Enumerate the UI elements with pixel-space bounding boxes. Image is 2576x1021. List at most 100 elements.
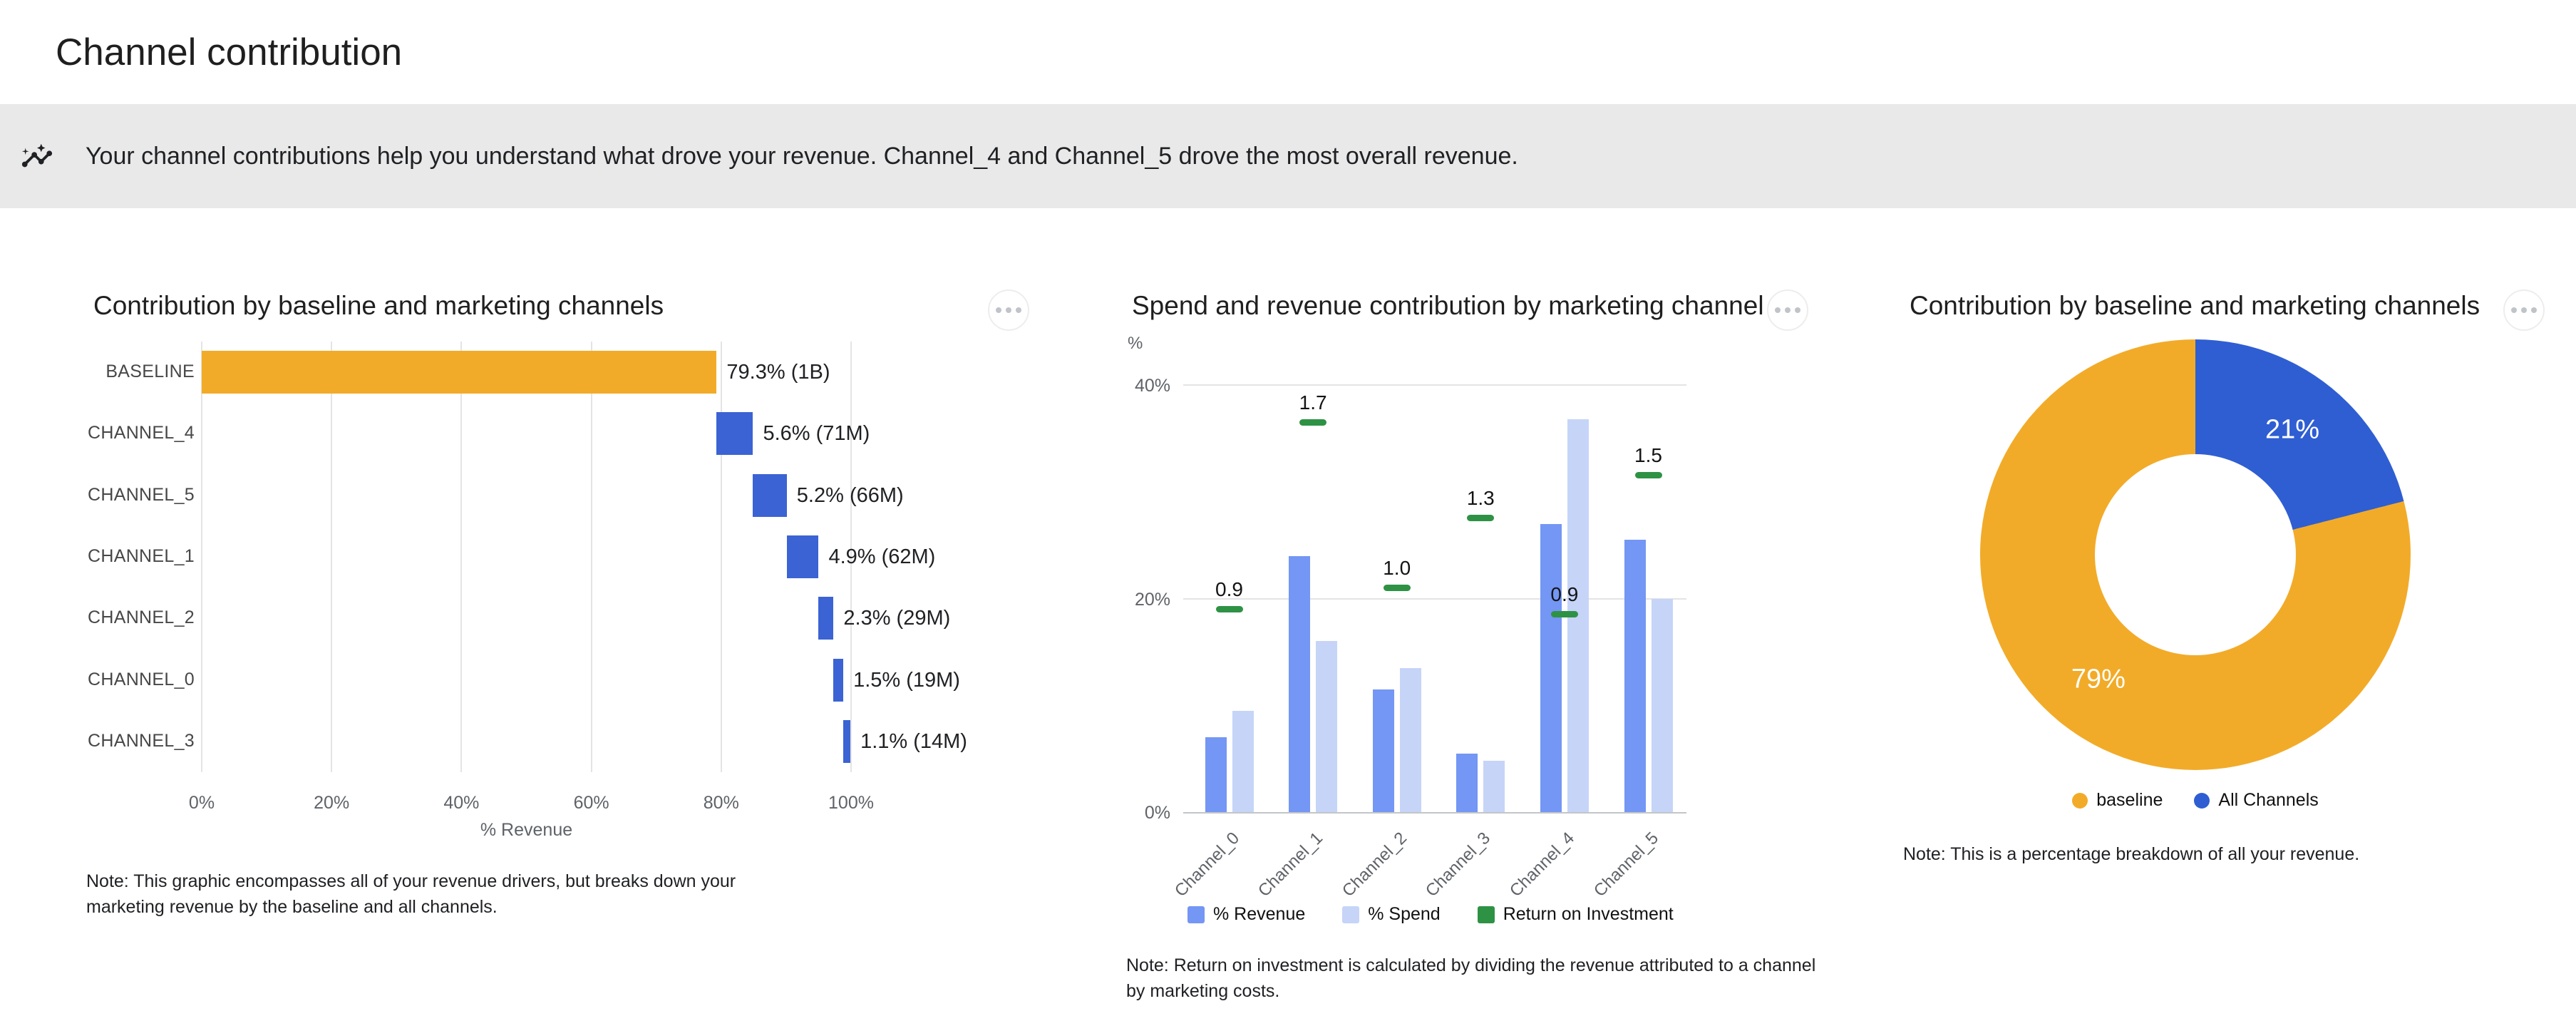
spend-bar[interactable] — [1483, 761, 1505, 812]
y-tick-label: 20% — [1134, 589, 1170, 610]
bar-value-label: 4.9% (62M) — [828, 545, 936, 568]
gridline — [591, 342, 592, 772]
donut-note: Note: This is a percentage breakdown of … — [1903, 844, 2360, 864]
legend-label-all-channels: All Channels — [2218, 790, 2319, 810]
waterfall-bar[interactable] — [202, 351, 717, 394]
insights-icon — [17, 136, 57, 176]
waterfall-bar[interactable] — [786, 535, 819, 578]
legend-item-spend[interactable]: % Spend — [1342, 904, 1441, 925]
insight-banner-text: Your channel contributions help you unde… — [86, 142, 1518, 170]
bar-value-label: 5.2% (66M) — [796, 483, 904, 507]
x-tick-label: 40% — [443, 793, 480, 813]
roi-marker[interactable] — [1634, 472, 1662, 479]
roi-value-label: 1.0 — [1383, 556, 1411, 579]
waterfall-chart-title: Contribution by baseline and marketing c… — [93, 291, 664, 320]
waterfall-overflow-menu-button[interactable] — [988, 289, 1029, 331]
x-tick-label: 20% — [314, 793, 350, 813]
spend-swatch — [1342, 905, 1360, 923]
category-label: CHANNEL_4 — [88, 423, 195, 443]
page-header: Channel contribution — [0, 0, 2576, 104]
waterfall-plot — [201, 342, 852, 772]
y-tick-label: 0% — [1144, 803, 1170, 823]
revenue-swatch — [1187, 905, 1205, 923]
insight-banner: Your channel contributions help you unde… — [0, 104, 2576, 208]
x-tick-label: 60% — [573, 793, 609, 813]
roi-value-label: 0.9 — [1215, 578, 1243, 600]
grouped-plot: 0.9 1.7 1.0 1.3 0.9 1.5 — [1183, 356, 1686, 814]
donut-chart-title: Contribution by baseline and marketing c… — [1910, 291, 2480, 320]
bar-value-label: 1.1% (14M) — [860, 729, 967, 753]
category-label: BASELINE — [105, 361, 195, 382]
legend-item-all-channels[interactable]: All Channels — [2194, 790, 2319, 811]
gridline — [721, 342, 722, 772]
gridline — [331, 342, 332, 772]
bar-value-label: 5.6% (71M) — [763, 422, 870, 446]
roi-value-label: 1.3 — [1466, 487, 1495, 510]
gridline — [201, 342, 202, 772]
waterfall-bar[interactable] — [716, 412, 753, 456]
grouped-chart-title: Spend and revenue contribution by market… — [1132, 291, 1764, 320]
roi-swatch — [1477, 905, 1495, 923]
roi-marker[interactable] — [1550, 611, 1578, 618]
grouped-note: Note: Return on investment is calculated… — [1126, 955, 1816, 1002]
baseline-dot — [2072, 792, 2088, 809]
revenue-bar[interactable] — [1456, 753, 1478, 812]
bar-value-label: 79.3% (1B) — [726, 361, 830, 384]
legend-label-revenue: % Revenue — [1213, 904, 1306, 924]
waterfall-bar[interactable] — [753, 473, 787, 517]
waterfall-bar[interactable] — [818, 597, 834, 640]
donut-chart[interactable]: 21% 79% — [1980, 339, 2411, 770]
roi-marker[interactable] — [1383, 584, 1411, 591]
spend-bar[interactable] — [1399, 667, 1421, 812]
grouped-overflow-menu-button[interactable] — [1767, 289, 1808, 331]
spend-bar[interactable] — [1651, 598, 1673, 812]
gridline — [460, 342, 462, 772]
waterfall-note: Note: This graphic encompasses all of yo… — [86, 871, 736, 918]
donut-overflow-menu-button[interactable] — [2503, 289, 2545, 331]
page-title: Channel contribution — [56, 31, 403, 73]
legend-item-baseline[interactable]: baseline — [2072, 790, 2163, 811]
overflow-menu-icon — [2511, 307, 2537, 313]
slice-percentage-label: 21% — [2265, 414, 2320, 445]
overflow-menu-icon — [1775, 307, 1800, 313]
waterfall-bar[interactable] — [843, 719, 851, 763]
bar-value-label: 2.3% (29M) — [843, 607, 951, 630]
donut-legend: baseline All Channels — [1980, 790, 2411, 811]
y-tick-label: 40% — [1134, 376, 1170, 396]
legend-label-spend: % Spend — [1368, 904, 1441, 924]
spend-bar[interactable] — [1316, 641, 1338, 812]
slice-percentage-label: 79% — [2071, 664, 2126, 694]
grouped-y-unit-label: % — [1128, 334, 1143, 353]
revenue-bar[interactable] — [1624, 540, 1646, 812]
category-label: CHANNEL_5 — [88, 484, 195, 505]
waterfall-x-axis-label: % Revenue — [480, 820, 573, 840]
bar-value-label: 1.5% (19M) — [853, 668, 960, 692]
roi-value-label: 1.5 — [1634, 444, 1662, 467]
x-tick-label: 80% — [703, 793, 739, 813]
gridline — [1183, 384, 1686, 386]
roi-marker[interactable] — [1299, 419, 1327, 426]
grouped-legend: % Revenue % Spend Return on Investment — [1187, 904, 1674, 925]
revenue-bar[interactable] — [1289, 555, 1311, 812]
waterfall-bar[interactable] — [833, 658, 844, 702]
category-label: CHANNEL_0 — [88, 669, 195, 689]
gridline — [1183, 597, 1686, 600]
revenue-bar[interactable] — [1372, 689, 1394, 812]
category-label: CHANNEL_1 — [88, 546, 195, 566]
roi-marker[interactable] — [1467, 515, 1495, 522]
roi-value-label: 1.7 — [1299, 391, 1327, 414]
all-channels-dot — [2194, 792, 2210, 809]
x-tick-label: 0% — [188, 793, 215, 813]
legend-label-roi: Return on Investment — [1503, 904, 1674, 924]
revenue-bar[interactable] — [1205, 737, 1227, 812]
category-label: CHANNEL_3 — [88, 730, 195, 751]
revenue-bar[interactable] — [1540, 523, 1562, 812]
roi-marker[interactable] — [1215, 605, 1243, 612]
legend-item-roi[interactable]: Return on Investment — [1477, 904, 1674, 925]
donut-hole — [2095, 454, 2296, 655]
legend-item-revenue[interactable]: % Revenue — [1187, 904, 1305, 925]
spend-bar[interactable] — [1232, 710, 1254, 812]
